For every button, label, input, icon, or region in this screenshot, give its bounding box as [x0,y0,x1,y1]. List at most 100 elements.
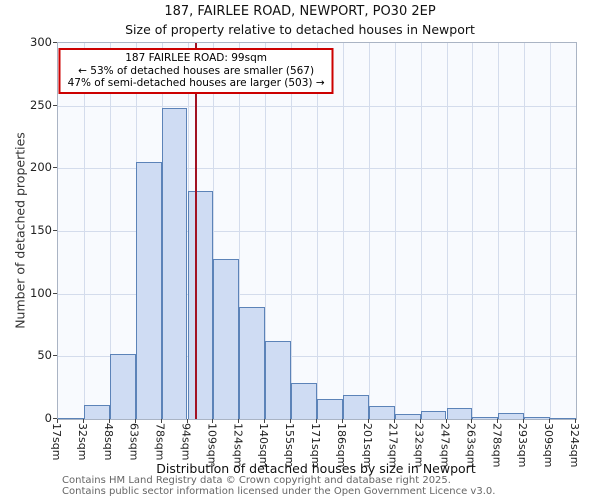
gridline-v [550,43,552,419]
x-tick-mark [290,419,292,423]
bar-278sqm [498,412,525,419]
x-tick-label: 17sqm [50,423,63,461]
x-tick-label: 263sqm [464,423,478,468]
annotation-box: 187 FAIRLEE ROAD: 99sqm ← 53% of detache… [58,48,334,94]
x-tick-mark [367,419,369,423]
gridline-v [472,43,474,419]
bar-232sqm [420,411,447,419]
gridline-v [368,43,370,419]
y-tick-mark [53,418,57,419]
x-tick-label: 217sqm [386,423,400,468]
bar-293sqm [524,416,551,419]
bar-247sqm [446,407,473,419]
y-tick-mark [53,230,57,231]
gridline-v [342,43,344,419]
x-tick-label: 78sqm [153,423,167,461]
x-tick-label: 155sqm [283,423,297,468]
y-tick-mark [53,167,57,169]
gridline-v [109,43,111,419]
y-tick-label: 0 [44,411,52,425]
gridline-v [83,43,85,419]
x-tick-label: 109sqm [205,423,219,468]
gridline-v [524,43,526,419]
bar-17sqm [58,417,84,419]
x-tick-mark [108,419,110,423]
x-tick-label: 186sqm [334,423,348,468]
y-tick-mark [53,104,57,106]
x-tick-label: 94sqm [179,423,193,461]
plot-area: 187 FAIRLEE ROAD: 99sqm ← 53% of detache… [57,42,577,420]
bar-124sqm [239,307,266,419]
attribution-footer: Contains HM Land Registry data © Crown c… [62,475,495,497]
x-tick-label: 324sqm [568,423,581,468]
gridline-v [498,43,500,419]
bar-171sqm [317,398,343,419]
y-tick-label: 200 [30,160,52,175]
gridline-v [239,43,241,419]
x-tick-label: 247sqm [438,423,452,468]
x-tick-mark [82,419,84,423]
bar-94sqm [187,190,214,419]
x-tick-mark [238,419,240,423]
annotation-line1: 187 FAIRLEE ROAD: 99sqm [125,52,267,64]
y-tick-mark [53,292,57,294]
x-tick-mark [549,419,551,423]
x-tick-mark [160,419,162,423]
footer-line2: Contains public sector information licen… [62,486,496,498]
x-tick-mark [341,419,343,423]
x-tick-mark [471,419,473,423]
gridline-v [317,43,318,419]
gridline-v [446,43,448,419]
gridline-v [213,43,215,419]
y-tick-label: 100 [30,285,52,300]
x-tick-mark [393,419,395,423]
x-tick-label: 140sqm [257,423,271,468]
x-tick-mark [186,419,188,423]
bar-48sqm [109,353,136,419]
x-tick-mark [316,419,317,423]
bar-155sqm [291,382,317,419]
x-tick-label: 309sqm [542,423,556,468]
x-tick-label: 232sqm [412,423,426,468]
x-tick-mark [134,419,136,423]
bar-63sqm [135,162,162,419]
x-tick-mark [445,419,447,423]
y-tick-mark [53,42,57,43]
x-tick-mark [523,419,525,423]
bar-201sqm [368,406,395,419]
bar-186sqm [342,395,369,419]
property-size-marker-line [195,43,198,419]
x-tick-label: 32sqm [75,423,89,461]
x-tick-label: 293sqm [516,423,530,468]
chart-title: 187, FAIRLEE ROAD, NEWPORT, PO30 2EP [164,4,436,19]
x-tick-mark [57,419,58,423]
bar-78sqm [161,108,188,419]
gridline-v [420,43,422,419]
y-tick-label: 300 [30,35,52,49]
gridline-v [394,43,396,419]
x-tick-mark [212,419,214,423]
x-tick-label: 63sqm [127,423,141,461]
x-tick-label: 124sqm [231,423,245,468]
y-tick-label: 50 [37,348,52,363]
gridline-v [265,43,267,419]
x-tick-mark [497,419,499,423]
annotation-line3: 47% of semi-detached houses are larger (… [67,77,325,90]
y-tick-mark [53,355,57,357]
bar-309sqm [550,417,576,419]
x-tick-label: 171sqm [309,423,322,468]
bar-109sqm [213,258,240,419]
y-tick-label: 250 [30,97,52,112]
bar-263sqm [472,416,499,419]
bar-217sqm [394,414,421,419]
annotation-line2: ← 53% of detached houses are smaller (56… [78,64,315,77]
x-tick-mark [575,419,576,423]
bar-140sqm [265,341,292,419]
x-tick-label: 48sqm [101,423,115,461]
x-axis-label: Distribution of detached houses by size … [156,461,476,476]
chart-subtitle: Size of property relative to detached ho… [125,22,475,37]
x-tick-label: 201sqm [360,423,374,468]
bar-32sqm [83,405,110,419]
x-tick-mark [264,419,266,423]
